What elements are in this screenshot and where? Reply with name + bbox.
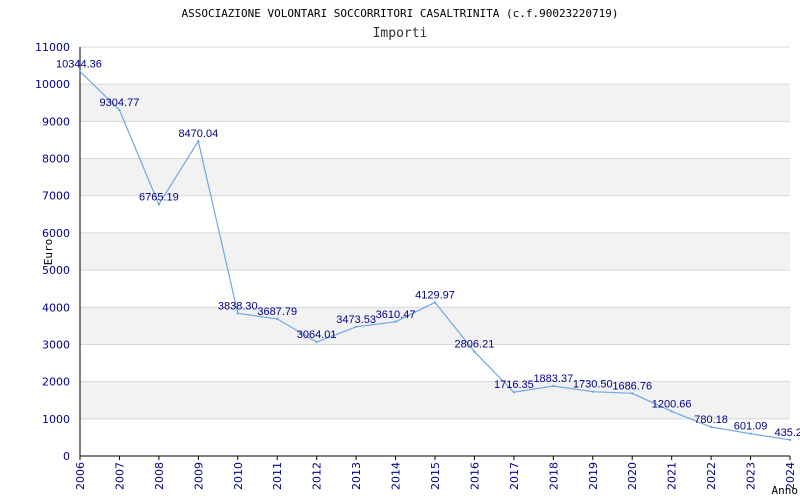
series-importi (78, 70, 792, 442)
data-label: 3687.79 (257, 306, 297, 318)
data-labels: 10344.36 9304.77 6765.19 8470.04 3838.30 3687… (56, 58, 800, 438)
data-point (394, 320, 397, 323)
x-tick-label: 2006 (74, 462, 87, 490)
y-tick-label: 10000 (35, 78, 70, 91)
data-point (197, 139, 200, 143)
data-label: 1200.66 (652, 398, 692, 410)
data-label: 6765.19 (139, 191, 179, 203)
chart-title: ASSOCIAZIONE VOLONTARI SOCCORRITORI CASA… (181, 7, 618, 20)
data-point (512, 390, 516, 394)
data-point (473, 350, 476, 353)
y-tick-label: 0 (63, 450, 70, 463)
x-tick-label: 2010 (232, 462, 245, 490)
data-point (236, 312, 239, 315)
data-label: 9304.77 (100, 97, 140, 109)
data-label: 10344.36 (56, 58, 102, 70)
data-label: 4129.97 (415, 289, 455, 301)
x-tick-label: 2015 (429, 462, 442, 490)
x-tick-label: 2023 (745, 462, 758, 490)
x-tick-label: 2014 (390, 462, 403, 490)
data-point (631, 392, 634, 395)
y-tick-label: 1000 (42, 413, 70, 426)
y-tick-label: 4000 (42, 301, 70, 314)
x-tick-label: 2016 (468, 462, 481, 490)
data-point (552, 384, 555, 388)
data-point (354, 325, 358, 329)
grid-band (80, 381, 790, 419)
x-tick-label: 2017 (508, 462, 521, 490)
grid-band (80, 232, 790, 271)
x-tick-label: 2009 (192, 462, 205, 490)
data-label: 780.18 (694, 414, 728, 426)
data-point (749, 432, 752, 435)
data-label: 435.2 (774, 427, 800, 439)
grid-band (80, 307, 790, 345)
y-tick-label: 5000 (42, 264, 70, 277)
x-tick-label: 2013 (350, 462, 363, 490)
x-tick-label: 2012 (311, 462, 324, 490)
data-point (433, 301, 437, 304)
x-tick-label: 2007 (113, 462, 126, 490)
y-tick-label: 3000 (42, 338, 70, 351)
y-axis-label: Euro (42, 239, 55, 266)
x-tick-label: 2011 (271, 462, 284, 490)
grid-band (80, 158, 790, 196)
data-point (78, 70, 82, 73)
x-tick-label: 2020 (626, 462, 639, 490)
data-point (709, 425, 713, 429)
y-tick-label: 2000 (42, 376, 70, 389)
x-axis-ticks: 2006 2007 2008 2009 2010 2011 2012 2013 2014 2015… (74, 456, 797, 490)
x-tick-label: 2024 (784, 462, 797, 490)
data-label: 1730.50 (573, 379, 613, 391)
data-point (788, 438, 792, 442)
data-point (276, 317, 279, 321)
data-point (591, 390, 594, 393)
x-tick-label: 2018 (547, 462, 560, 490)
y-tick-label: 7000 (42, 190, 70, 203)
data-label: 3838.30 (218, 300, 258, 312)
x-tick-label: 2019 (587, 462, 600, 490)
data-point (118, 108, 121, 112)
grid-band (80, 84, 790, 122)
data-label: 1716.35 (494, 379, 534, 391)
grid-lines (80, 46, 790, 457)
data-label: 3473.53 (336, 314, 376, 326)
grid-bands (80, 84, 790, 419)
y-tick-label: 11000 (35, 41, 70, 54)
y-tick-label: 6000 (42, 227, 70, 240)
x-tick-label: 2022 (705, 462, 718, 490)
chart-subtitle: Importi (373, 26, 428, 41)
x-tick-label: 2008 (153, 462, 166, 490)
data-point (315, 340, 318, 344)
data-point (157, 203, 161, 206)
data-label: 601.09 (734, 421, 768, 433)
data-label: 8470.04 (178, 128, 218, 140)
y-axis-ticks: 0 1000 2000 3000 4000 5000 6000 7000 8000 9000 100… (35, 41, 70, 463)
x-tick-label: 2021 (666, 462, 679, 490)
data-label: 1883.37 (533, 373, 573, 385)
data-label: 3610.47 (376, 309, 416, 321)
data-label: 3064.01 (297, 329, 337, 341)
data-label: 2806.21 (455, 339, 495, 351)
y-tick-label: 9000 (42, 115, 70, 128)
data-point (670, 410, 673, 413)
y-tick-label: 8000 (42, 153, 70, 166)
data-label: 1686.76 (612, 380, 652, 392)
x-axis-label: Anno (772, 484, 799, 497)
